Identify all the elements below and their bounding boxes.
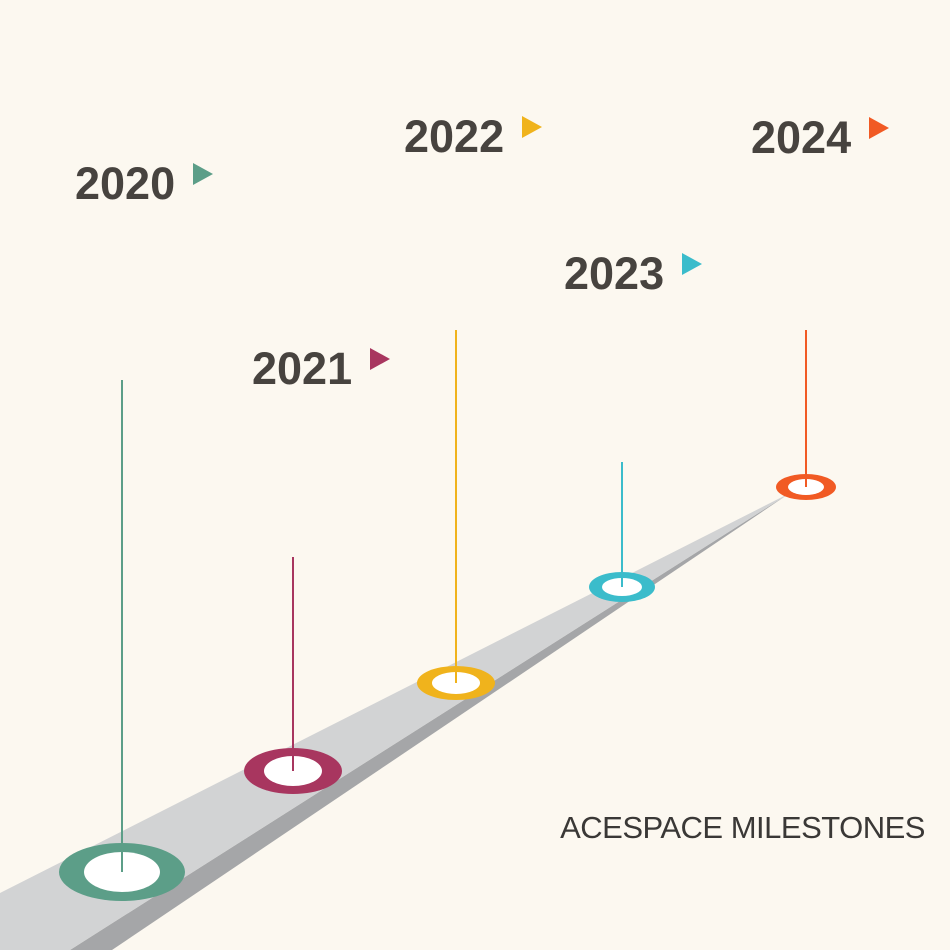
triangle-arrow-icon — [193, 163, 213, 185]
milestone-year-2020: 2020 — [75, 158, 175, 209]
milestone-year-2024: 2024 — [751, 112, 851, 163]
triangle-arrow-icon — [370, 348, 390, 370]
road-surface — [0, 493, 790, 950]
triangle-arrow-icon — [522, 116, 542, 138]
milestone-year-2023: 2023 — [564, 248, 664, 299]
triangle-arrow-icon — [682, 253, 702, 275]
triangle-arrow-icon — [869, 117, 889, 139]
milestone-year-2022: 2022 — [404, 111, 504, 162]
milestone-year-2021: 2021 — [252, 343, 352, 394]
infographic-title: ACESPACE MILESTONES — [560, 810, 925, 845]
